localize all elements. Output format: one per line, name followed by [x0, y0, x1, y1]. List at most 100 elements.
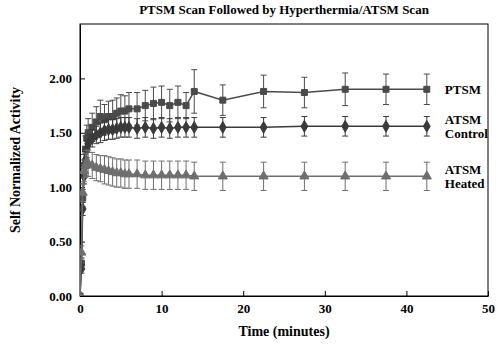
- marker: [80, 247, 86, 255]
- marker: [218, 171, 227, 179]
- x-tick-label: 40: [400, 301, 413, 316]
- y-tick: 0.50: [49, 234, 85, 249]
- x-axis-title: Time (minutes): [238, 324, 329, 340]
- marker: [149, 170, 158, 178]
- marker: [191, 88, 197, 94]
- x-tick-label: 50: [482, 301, 495, 316]
- error-bar: [183, 118, 189, 138]
- marker: [142, 103, 148, 109]
- error-bar: [261, 118, 267, 138]
- legend-label: ATSMHeated: [445, 162, 485, 191]
- error-bar: [175, 118, 181, 138]
- y-tick: 0.00: [49, 289, 85, 304]
- x-tick-mark: [162, 291, 163, 296]
- error-bar: [142, 90, 148, 120]
- error-bar: [220, 118, 226, 138]
- error-bar: [261, 75, 267, 108]
- y-tick-mark: [80, 296, 85, 297]
- y-tick-mark: [80, 133, 85, 134]
- y-tick: 1.00: [49, 180, 85, 195]
- legend-label: ATSMControl: [445, 112, 488, 141]
- error-bar: [342, 73, 348, 106]
- x-tick-mark: [243, 291, 244, 296]
- series-line: [80, 126, 427, 296]
- y-tick-label: 1.50: [49, 125, 72, 140]
- error-bar: [220, 85, 226, 115]
- marker: [383, 86, 389, 92]
- y-tick-mark: [80, 78, 85, 79]
- error-bar: [159, 86, 165, 119]
- marker: [183, 103, 189, 109]
- marker: [190, 171, 199, 179]
- x-tick-mark: [325, 291, 326, 296]
- error-bar: [383, 74, 389, 104]
- error-bar: [191, 70, 197, 114]
- error-bar: [150, 87, 156, 120]
- error-bar: [150, 119, 156, 139]
- error-bar: [126, 118, 132, 138]
- marker: [165, 170, 174, 178]
- series-line: [80, 89, 427, 296]
- x-tick: 50: [482, 291, 495, 316]
- x-tick-label: 0: [77, 301, 84, 316]
- marker: [124, 169, 133, 177]
- marker: [342, 120, 349, 132]
- chart-title: PTSM Scan Followed by Hyperthermia/ATSM …: [139, 2, 430, 17]
- marker: [133, 169, 142, 177]
- x-axis: 0 10 20 30 40 50: [77, 291, 495, 316]
- marker: [220, 97, 226, 103]
- marker: [341, 171, 350, 179]
- error-bar: [383, 116, 389, 136]
- marker: [166, 123, 173, 135]
- marker: [301, 90, 307, 96]
- error-bar: [159, 118, 165, 138]
- marker: [260, 121, 267, 133]
- marker: [150, 123, 157, 135]
- marker: [422, 171, 431, 179]
- y-axis-title: Self Normalized Activity: [8, 87, 23, 233]
- series-line: [80, 163, 427, 296]
- marker: [80, 291, 85, 296]
- error-bar: [183, 93, 189, 119]
- y-tick: 2.00: [49, 71, 85, 86]
- marker: [150, 100, 156, 106]
- x-tick: 10: [156, 291, 169, 316]
- marker: [159, 99, 165, 105]
- x-tick-mark: [406, 291, 407, 296]
- y-tick-label: 0.00: [49, 289, 72, 304]
- x-tick: 30: [319, 291, 332, 316]
- marker: [383, 120, 390, 132]
- x-tick-mark: [488, 291, 489, 296]
- marker: [142, 121, 149, 133]
- marker: [80, 187, 87, 195]
- data-area: [80, 70, 431, 296]
- y-tick-label: 1.00: [49, 180, 72, 195]
- error-bar: [191, 118, 197, 138]
- marker: [173, 170, 182, 178]
- marker: [175, 99, 181, 105]
- x-tick: 40: [400, 291, 413, 316]
- marker: [381, 171, 390, 179]
- marker: [183, 121, 190, 133]
- marker: [126, 121, 133, 133]
- error-bar: [301, 116, 307, 136]
- x-tick-label: 20: [237, 301, 250, 316]
- error-bar: [142, 118, 148, 138]
- error-bar: [342, 116, 348, 136]
- error-bar: [134, 119, 140, 139]
- error-bar: [167, 89, 173, 122]
- y-tick: 1.50: [49, 125, 85, 140]
- marker: [300, 171, 309, 179]
- y-tick-label: 2.00: [49, 71, 72, 86]
- marker: [167, 103, 173, 109]
- legend-label: PTSM: [445, 82, 481, 97]
- error-bar: [424, 74, 430, 104]
- plot-frame: [80, 24, 488, 296]
- x-axis-line: [81, 296, 489, 297]
- marker: [158, 121, 165, 133]
- marker: [259, 171, 268, 179]
- x-tick-label: 30: [319, 301, 332, 316]
- y-tick-label: 0.50: [49, 234, 72, 249]
- error-bar: [175, 86, 181, 119]
- error-bar: [301, 77, 307, 107]
